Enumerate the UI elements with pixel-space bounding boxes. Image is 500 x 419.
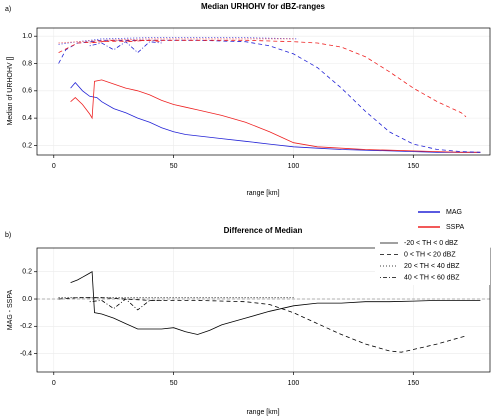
- y-tick-label: 0.0: [22, 296, 32, 303]
- data-line: [70, 81, 481, 153]
- legend-label: -20 < TH < 0 dBZ: [404, 240, 459, 247]
- x-tick-label: 150: [407, 163, 419, 170]
- legend-label: 20 < TH < 40 dBZ: [404, 263, 460, 270]
- chart-title: Median URHOHV for dBZ-ranges: [201, 2, 326, 11]
- y-axis-label: Median of URHOHV []: [7, 57, 14, 126]
- x-tick-label: 0: [52, 380, 56, 387]
- y-tick-label: 1.0: [22, 33, 32, 40]
- data-line: [70, 271, 481, 335]
- legend-label: 0 < TH < 20 dBZ: [404, 251, 456, 258]
- y-tick-label: 0.2: [22, 142, 32, 149]
- data-line: [58, 39, 467, 118]
- y-tick-label: 0.6: [22, 88, 32, 95]
- x-tick-label: 100: [288, 163, 300, 170]
- x-tick-label: 50: [170, 380, 178, 387]
- x-tick-label: 0: [52, 163, 56, 170]
- x-tick-label: 150: [407, 380, 419, 387]
- x-axis-label: range [km]: [246, 409, 279, 416]
- chart-title: Difference of Median: [224, 226, 303, 235]
- y-axis-label: MAG - SSPA: [7, 290, 14, 331]
- y-tick-label: 0.2: [22, 269, 32, 276]
- data-line: [58, 297, 467, 353]
- data-line: [89, 39, 162, 44]
- data-line: [58, 39, 481, 153]
- y-tick-label: 0.4: [22, 115, 32, 122]
- y-tick-label: -0.4: [20, 350, 32, 357]
- data-line: [70, 79, 481, 153]
- plot-frame: [36, 247, 491, 373]
- panel-label: a): [5, 6, 11, 13]
- legend-box: [375, 237, 490, 285]
- x-tick-label: 50: [170, 163, 178, 170]
- y-tick-label: 0.8: [22, 60, 32, 67]
- legend-label: MAG: [446, 209, 462, 216]
- x-axis-label: range [km]: [246, 190, 279, 197]
- data-line: [89, 298, 162, 311]
- plot-frame: [36, 27, 491, 156]
- data-line: [89, 41, 162, 54]
- legend-label: 40 < TH < 60 dBZ: [404, 274, 460, 281]
- x-tick-label: 100: [288, 380, 300, 387]
- panel-label: b): [5, 232, 11, 239]
- y-tick-label: -0.2: [20, 323, 32, 330]
- legend-label: SSPA: [446, 224, 464, 231]
